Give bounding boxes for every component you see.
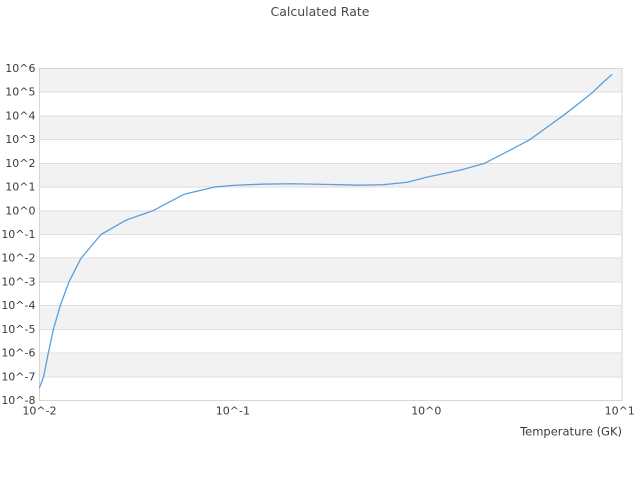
x-tick-label: 10^1: [605, 405, 635, 418]
y-tick-label: 10^-8: [1, 394, 35, 407]
plot-band: [39, 115, 622, 140]
y-tick-label: 10^1: [5, 181, 35, 194]
y-tick-label: 10^-6: [1, 347, 35, 360]
y-tick-label: 10^-5: [1, 323, 35, 336]
plot-band: [39, 210, 622, 235]
y-tick-label: 10^-2: [1, 252, 35, 265]
x-tick-label: 10^-2: [22, 405, 56, 418]
x-axis-title: Temperature (GK): [519, 425, 622, 439]
plot-band: [39, 68, 622, 93]
plot-band: [39, 163, 622, 188]
plot-band: [39, 258, 622, 282]
x-tick-label: 10^0: [411, 405, 441, 418]
y-tick-label: 10^-7: [1, 370, 35, 383]
y-tick-label: 10^-1: [1, 228, 35, 241]
y-tick-label: 10^-3: [1, 275, 35, 288]
y-tick-label: 10^4: [5, 109, 35, 122]
y-tick-label: 10^-4: [1, 299, 35, 312]
plot-band: [39, 305, 622, 330]
y-tick-label: 10^5: [5, 86, 35, 99]
y-tick-label: 10^3: [5, 133, 35, 146]
x-tick-label: 10^-1: [216, 405, 250, 418]
chart-title: Calculated Rate: [270, 4, 370, 19]
y-tick-label: 10^6: [5, 62, 35, 75]
y-tick-label: 10^0: [5, 204, 35, 217]
plot-band: [39, 353, 622, 377]
plot-border: [39, 68, 623, 401]
rate-curve: [38, 74, 613, 389]
y-tick-label: 10^2: [5, 157, 35, 170]
